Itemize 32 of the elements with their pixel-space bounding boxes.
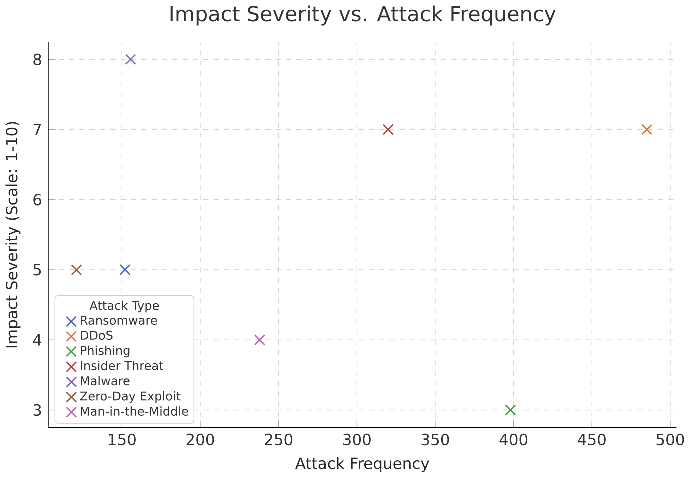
legend-label: Malware (81, 376, 130, 386)
x-tick-label: 450 (578, 434, 606, 446)
point (71, 264, 82, 276)
x-tick-label: 250 (265, 434, 293, 446)
legend-label: Ransomware (81, 316, 158, 325)
y-tick-label: 7 (34, 124, 42, 136)
legend-label: Insider Threat (81, 361, 164, 370)
x-tick-label: 150 (109, 434, 136, 446)
x-tick-label: 400 (500, 434, 528, 446)
x-axis-title: Attack Frequency (295, 457, 430, 472)
x-tick-label: 300 (344, 434, 371, 446)
legend-label: Zero-Day Exploit (80, 391, 181, 404)
x-tick-label: 350 (422, 434, 450, 446)
x-tick-label: 500 (656, 434, 684, 446)
y-tick-label: 4 (33, 334, 42, 346)
point (120, 264, 131, 276)
y-tick-label: 8 (34, 54, 42, 66)
y-tick-label: 6 (34, 194, 42, 206)
legend-label: Phishing (81, 346, 130, 358)
y-tick-label: 5 (34, 264, 42, 276)
chart-title: Impact Severity vs. Attack Frequency (170, 6, 556, 26)
point (254, 334, 266, 346)
x-tick-label: 200 (186, 434, 214, 446)
legend-label: Man-in-the-Middle (81, 406, 188, 416)
point (505, 404, 516, 416)
legend-label: DDoS (81, 330, 113, 340)
y-axis-title: Impact Severity (Scale: 1-10) (6, 122, 21, 348)
legend-title: Attack Type (90, 300, 160, 313)
y-tick-label: 3 (34, 404, 42, 416)
point (125, 54, 136, 66)
point (382, 124, 394, 136)
point (641, 124, 653, 136)
